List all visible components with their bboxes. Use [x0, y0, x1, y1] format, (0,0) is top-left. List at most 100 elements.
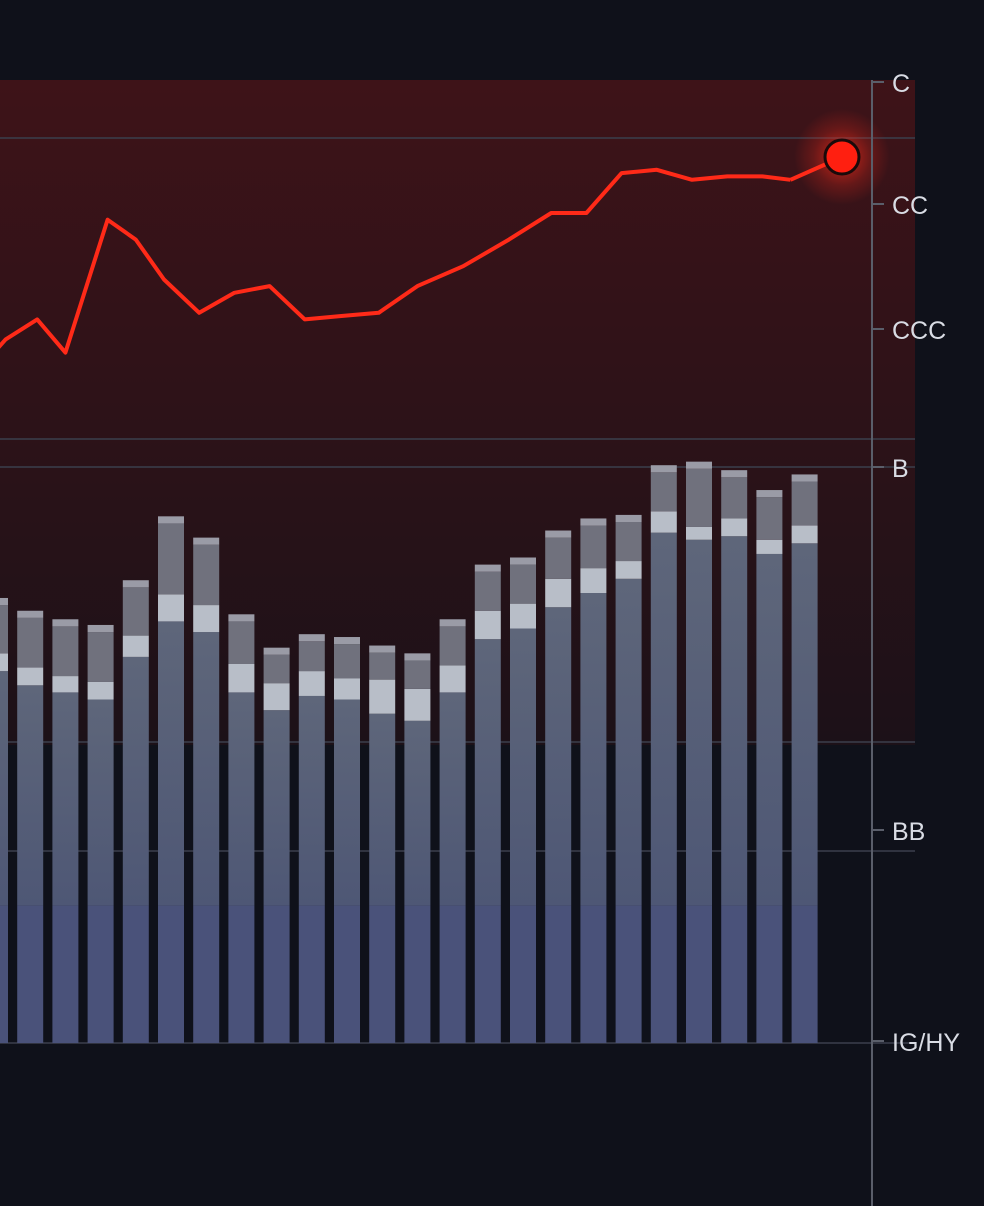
bar-segment-mid	[369, 713, 396, 906]
bar-segment-mid	[439, 692, 466, 906]
bar-segment-mid	[52, 692, 79, 906]
bar-stack	[615, 514, 642, 1043]
bar-segment-light	[52, 676, 79, 693]
bar-segment-mid	[580, 593, 607, 906]
bar-segment-mid	[334, 699, 360, 906]
bar-segment-mid	[122, 656, 149, 906]
bar-segment-base	[756, 905, 783, 1043]
bar-segment-gray	[721, 477, 748, 519]
bar-stack	[87, 624, 114, 1043]
bar-segment-base	[439, 905, 466, 1043]
stacked-bars	[0, 461, 818, 1043]
bar-segment-light	[650, 511, 677, 533]
y-tick-label-cc: CC	[892, 192, 928, 220]
bar-segment-mid	[650, 532, 677, 906]
bar-segment-light	[0, 653, 8, 672]
bar-segment-gray	[298, 641, 325, 672]
bar-segment-gray	[791, 481, 818, 526]
bar-segment-base	[510, 905, 536, 1043]
bar-segment-gray	[228, 621, 255, 665]
bar-segment-base	[263, 905, 290, 1043]
bar-segment-topcap	[158, 516, 184, 524]
bar-stack	[791, 474, 818, 1043]
bar-segment-gray	[474, 571, 501, 611]
bar-stack	[263, 647, 290, 1043]
bar-segment-light	[756, 539, 783, 554]
bar-segment-mid	[17, 685, 44, 906]
bar-segment-topcap	[17, 610, 44, 618]
bar-segment-light	[580, 568, 607, 594]
bar-segment-gray	[545, 537, 572, 579]
bar-segment-gray	[510, 564, 536, 604]
bar-segment-topcap	[228, 614, 255, 622]
bar-segment-base	[369, 905, 396, 1043]
bar-segment-topcap	[615, 514, 642, 523]
bar-segment-light	[686, 526, 712, 540]
bar-segment-mid	[756, 553, 783, 906]
bar-segment-topcap	[510, 557, 536, 565]
bar-segment-gray	[404, 660, 431, 689]
bar-segment-light	[369, 679, 396, 714]
bar-segment-topcap	[721, 470, 748, 478]
bar-segment-light	[87, 681, 114, 700]
bar-segment-gray	[87, 632, 114, 682]
bar-segment-gray	[158, 523, 184, 595]
rating-line-layer	[0, 109, 890, 355]
bar-segment-mid	[791, 543, 818, 906]
bar-segment-light	[228, 664, 255, 693]
bar-segment-light	[615, 561, 642, 579]
bar-segment-mid	[193, 632, 220, 906]
bar-segment-mid	[228, 692, 255, 906]
bar-segment-light	[721, 518, 748, 537]
bar-segment-topcap	[369, 645, 396, 653]
bar-segment-gray	[334, 644, 360, 679]
bar-segment-light	[122, 635, 149, 657]
bar-segment-mid	[404, 720, 431, 906]
bar-stack	[122, 580, 149, 1043]
bar-segment-light	[791, 525, 818, 544]
y-tick-label-c: C	[892, 70, 910, 98]
bar-stack	[17, 610, 44, 1043]
bar-segment-light	[545, 578, 572, 608]
bar-segment-mid	[87, 699, 114, 906]
bar-segment-mid	[686, 539, 712, 906]
bar-segment-gray	[122, 587, 149, 636]
y-tick-label-bb: BB	[892, 818, 925, 846]
bar-segment-topcap	[0, 597, 8, 606]
bar-segment-gray	[615, 522, 642, 562]
bar-stack	[686, 461, 712, 1043]
bar-segment-topcap	[686, 461, 712, 469]
bar-segment-base	[17, 905, 44, 1043]
bar-stack	[510, 557, 536, 1043]
bar-segment-base	[298, 905, 325, 1043]
bar-segment-topcap	[263, 647, 290, 655]
bar-segment-topcap	[650, 465, 677, 473]
bar-segment-base	[52, 905, 79, 1043]
bar-stack	[193, 537, 220, 1043]
bar-segment-topcap	[404, 653, 431, 661]
bar-segment-gray	[263, 654, 290, 684]
bar-segment-mid	[474, 639, 501, 906]
bar-stack	[439, 619, 466, 1043]
bar-segment-base	[580, 905, 607, 1043]
bar-segment-topcap	[545, 530, 572, 538]
bar-segment-mid	[510, 628, 536, 906]
bar-segment-gray	[439, 626, 466, 666]
bar-segment-base	[721, 905, 748, 1043]
bar-stack	[545, 530, 572, 1043]
bar-segment-base	[334, 905, 360, 1043]
bar-segment-topcap	[474, 564, 501, 572]
bar-segment-gray	[756, 497, 783, 540]
bar-segment-mid	[263, 710, 290, 906]
bar-segment-light	[158, 594, 184, 622]
bar-segment-topcap	[334, 637, 360, 645]
bar-segment-base	[228, 905, 255, 1043]
bar-segment-light	[298, 671, 325, 696]
bar-segment-mid	[158, 621, 184, 906]
bar-segment-light	[510, 603, 536, 629]
bar-segment-gray	[52, 626, 79, 677]
bar-segment-mid	[545, 607, 572, 906]
bar-segment-base	[615, 905, 642, 1043]
bar-stack	[298, 634, 325, 1043]
